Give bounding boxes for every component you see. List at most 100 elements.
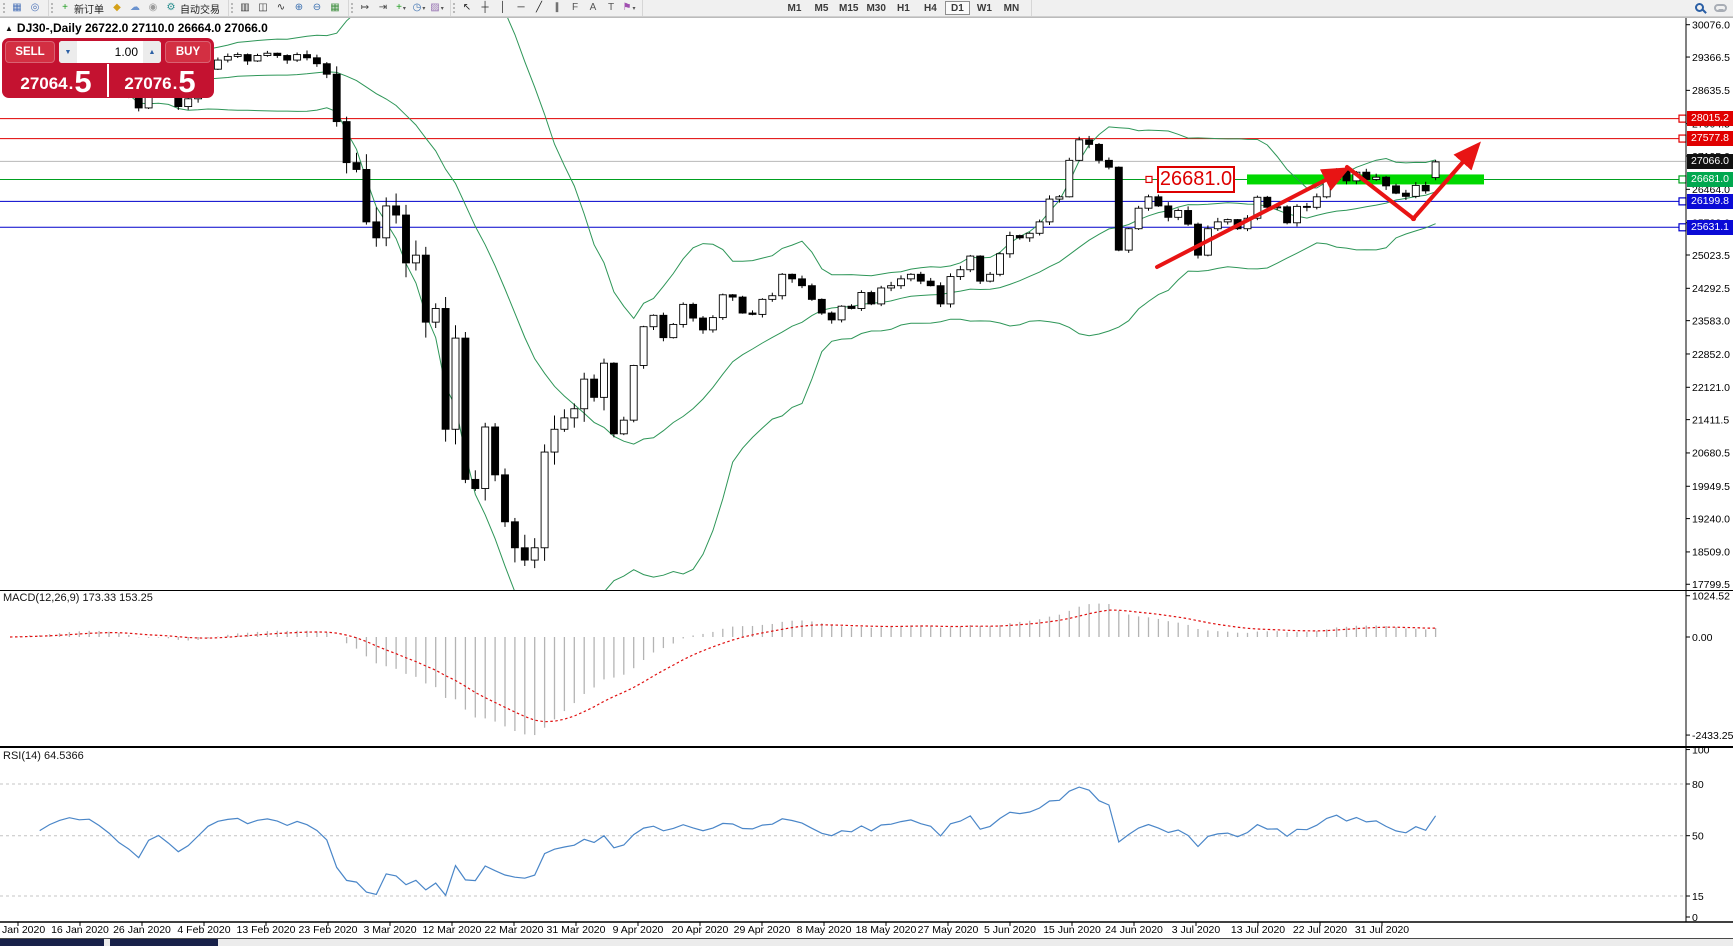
sell-button[interactable]: SELL xyxy=(5,41,55,63)
search-icon[interactable] xyxy=(1695,3,1704,12)
volume-input[interactable] xyxy=(77,41,143,63)
volume-increase-button[interactable]: ▲ xyxy=(143,41,161,63)
timeframe-m5-button[interactable]: M5 xyxy=(809,1,834,15)
text-button[interactable]: A xyxy=(584,1,602,16)
bollinger-lower xyxy=(29,86,1436,590)
zoom-in-button[interactable]: ⊕ xyxy=(290,1,308,16)
signal-button[interactable]: ◉ xyxy=(144,1,162,16)
timeframe-m30-button[interactable]: M30 xyxy=(863,1,888,15)
svg-text:18509.0: 18509.0 xyxy=(1692,547,1730,559)
equidistant-channel-button[interactable]: ∥ xyxy=(548,1,566,16)
preview-button[interactable]: ◎ xyxy=(26,1,44,16)
horizontal-line-icon: ─ xyxy=(517,2,525,13)
date-label: 27 May 2020 xyxy=(917,924,979,936)
fibonacci-button[interactable]: F xyxy=(566,1,584,16)
date-label: 5 Jun 2020 xyxy=(984,924,1036,936)
signal-icon: ◉ xyxy=(148,2,158,13)
new-order-label: 新订单 xyxy=(74,4,104,16)
buy-price[interactable]: 27076. 5 xyxy=(109,64,211,97)
price-tag: 26681.0 xyxy=(1687,171,1733,187)
buy-price-int: 27076 xyxy=(124,74,172,93)
vertical-line-button[interactable]: │ xyxy=(494,1,512,16)
trendline-icon: ╱ xyxy=(535,2,543,13)
vertical-line-icon: │ xyxy=(499,2,507,13)
timeframe-w1-button[interactable]: W1 xyxy=(972,1,997,15)
periods-button[interactable]: ◷ ▾ xyxy=(410,1,428,16)
volume-stepper: ▼ ▲ xyxy=(59,41,161,63)
date-label: 29 Apr 2020 xyxy=(733,924,791,936)
candlestick-button[interactable]: ◫ xyxy=(254,1,272,16)
tile-windows-button[interactable]: ▦ xyxy=(326,1,344,16)
price-tag: 28015.2 xyxy=(1687,111,1733,127)
price-tag: 27577.8 xyxy=(1687,131,1733,147)
toolbar-group: ↖ ┼ │ ─ ╱ ∥ F A T ⚑ ▾ xyxy=(451,0,643,16)
collapse-triangle-icon[interactable]: ▲ xyxy=(5,24,13,33)
toolbar: ▦ ◎ + 新订单 ◆ ☁ ◉ ⚙ 自动交易 ▥ ◫ ∿ ⊕ ⊖ ▦ ↦ ⇥ + ▾ ◷ ▾ ▨ ▾ ↖ ┼ │ ─ ╱ ∥ F A T ⚑ ▾ … xyxy=(0,0,1733,17)
equidistant-channel-icon: ∥ xyxy=(554,2,560,13)
indicators-button[interactable]: + ▾ xyxy=(392,1,410,16)
crosshair-icon: ┼ xyxy=(481,2,489,13)
trade-panel-prices: 27064. 5 27076. 5 xyxy=(5,64,211,97)
one-click-trading-panel: SELL ▼ ▲ BUY 27064.5 27076.5 xyxy=(2,38,214,98)
level-marker xyxy=(1678,223,1687,232)
text-label-button[interactable]: T xyxy=(602,1,620,16)
bollinger-middle xyxy=(29,68,1436,445)
trend-arrow xyxy=(1155,167,1351,269)
dropdown-arrow-icon: ▾ xyxy=(422,5,426,12)
level-marker xyxy=(1678,197,1687,206)
bar-chart-button[interactable]: ▥ xyxy=(236,1,254,16)
date-label: 24 Jun 2020 xyxy=(1105,924,1163,936)
cloud-profile-button[interactable]: ☁ xyxy=(126,1,144,16)
new-chart-button[interactable]: ▦ xyxy=(8,1,26,16)
timeframe-h1-button[interactable]: H1 xyxy=(891,1,916,15)
cursor-button[interactable]: ↖ xyxy=(458,1,476,16)
svg-text:19949.5: 19949.5 xyxy=(1692,481,1730,493)
svg-text:19240.0: 19240.0 xyxy=(1692,513,1730,525)
new-order-button[interactable]: + xyxy=(56,1,74,16)
callout-anchor xyxy=(1145,175,1153,184)
date-label: 9 Apr 2020 xyxy=(612,924,664,936)
svg-text:80: 80 xyxy=(1692,779,1704,791)
line-chart-button[interactable]: ∿ xyxy=(272,1,290,16)
dropdown-arrow-icon: ▾ xyxy=(402,5,406,12)
bar-chart-icon: ▥ xyxy=(240,2,250,13)
date-label: 23 Feb 2020 xyxy=(298,924,358,936)
chart-shift-button[interactable]: ⇥ xyxy=(374,1,392,16)
crosshair-button[interactable]: ┼ xyxy=(476,1,494,16)
toolbar-group: ▦ ◎ xyxy=(1,0,49,16)
auto-scroll-button[interactable]: ↦ xyxy=(356,1,374,16)
chat-icon[interactable] xyxy=(1714,3,1727,12)
date-label: 13 Feb 2020 xyxy=(236,924,296,936)
volume-decrease-button[interactable]: ▼ xyxy=(59,41,77,63)
timeframe-m1-button[interactable]: M1 xyxy=(782,1,807,15)
price-callout[interactable]: 26681.0 xyxy=(1157,166,1235,193)
timeframe-mn-button[interactable]: MN xyxy=(999,1,1024,15)
tile-windows-icon: ▦ xyxy=(330,2,340,13)
templates-button[interactable]: ▨ ▾ xyxy=(428,1,446,16)
level-marker xyxy=(1678,134,1687,143)
horizontal-line-button[interactable]: ─ xyxy=(512,1,530,16)
sell-price[interactable]: 27064. 5 xyxy=(5,64,109,97)
date-label: 31 Mar 2020 xyxy=(546,924,606,936)
date-label: 31 Jul 2020 xyxy=(1354,924,1410,936)
timeframe-d1-button[interactable]: D1 xyxy=(944,1,970,15)
zoom-out-button[interactable]: ⊖ xyxy=(308,1,326,16)
timeframe-h4-button[interactable]: H4 xyxy=(918,1,943,15)
svg-text:24292.5: 24292.5 xyxy=(1692,283,1730,295)
arrows-tool-button[interactable]: ⚑ ▾ xyxy=(620,1,638,16)
text-label-icon: T xyxy=(607,2,615,13)
price-tag: 26199.8 xyxy=(1687,193,1733,209)
status-segment[interactable] xyxy=(110,939,218,946)
timeframe-m15-button[interactable]: M15 xyxy=(836,1,861,15)
zoom-out-icon: ⊖ xyxy=(312,2,322,13)
status-segment[interactable] xyxy=(0,939,104,946)
line-chart-icon: ∿ xyxy=(276,2,286,13)
trendline-button[interactable]: ╱ xyxy=(530,1,548,16)
auto-trading-button[interactable]: ⚙ xyxy=(162,1,180,16)
buy-button[interactable]: BUY xyxy=(165,41,211,63)
price-tag: 27066.0 xyxy=(1687,154,1733,170)
text-icon: A xyxy=(589,2,597,13)
styler-button[interactable]: ◆ xyxy=(108,1,126,16)
new-order-icon: + xyxy=(62,2,68,13)
